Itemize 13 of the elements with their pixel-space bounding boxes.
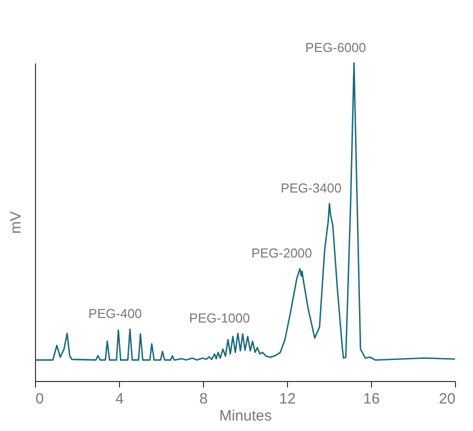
y-axis-title: mV xyxy=(8,211,24,234)
annotation: PEG-1000 xyxy=(189,310,250,326)
annotation: PEG-3400 xyxy=(280,180,342,196)
x-tick-label: 20 xyxy=(438,390,456,408)
annotation: PEG-2000 xyxy=(251,246,312,261)
annotation: PEG-6000 xyxy=(305,40,366,55)
x-tick-label: 12 xyxy=(279,390,296,408)
x-tick-label: 8 xyxy=(199,390,208,408)
x-tick-label: 0 xyxy=(36,390,44,408)
annotation: PEG-400 xyxy=(88,306,142,322)
x-axis-title: Minutes xyxy=(219,408,272,424)
x-tick-label: 4 xyxy=(115,390,124,408)
x-tick-label: 16 xyxy=(363,390,380,408)
